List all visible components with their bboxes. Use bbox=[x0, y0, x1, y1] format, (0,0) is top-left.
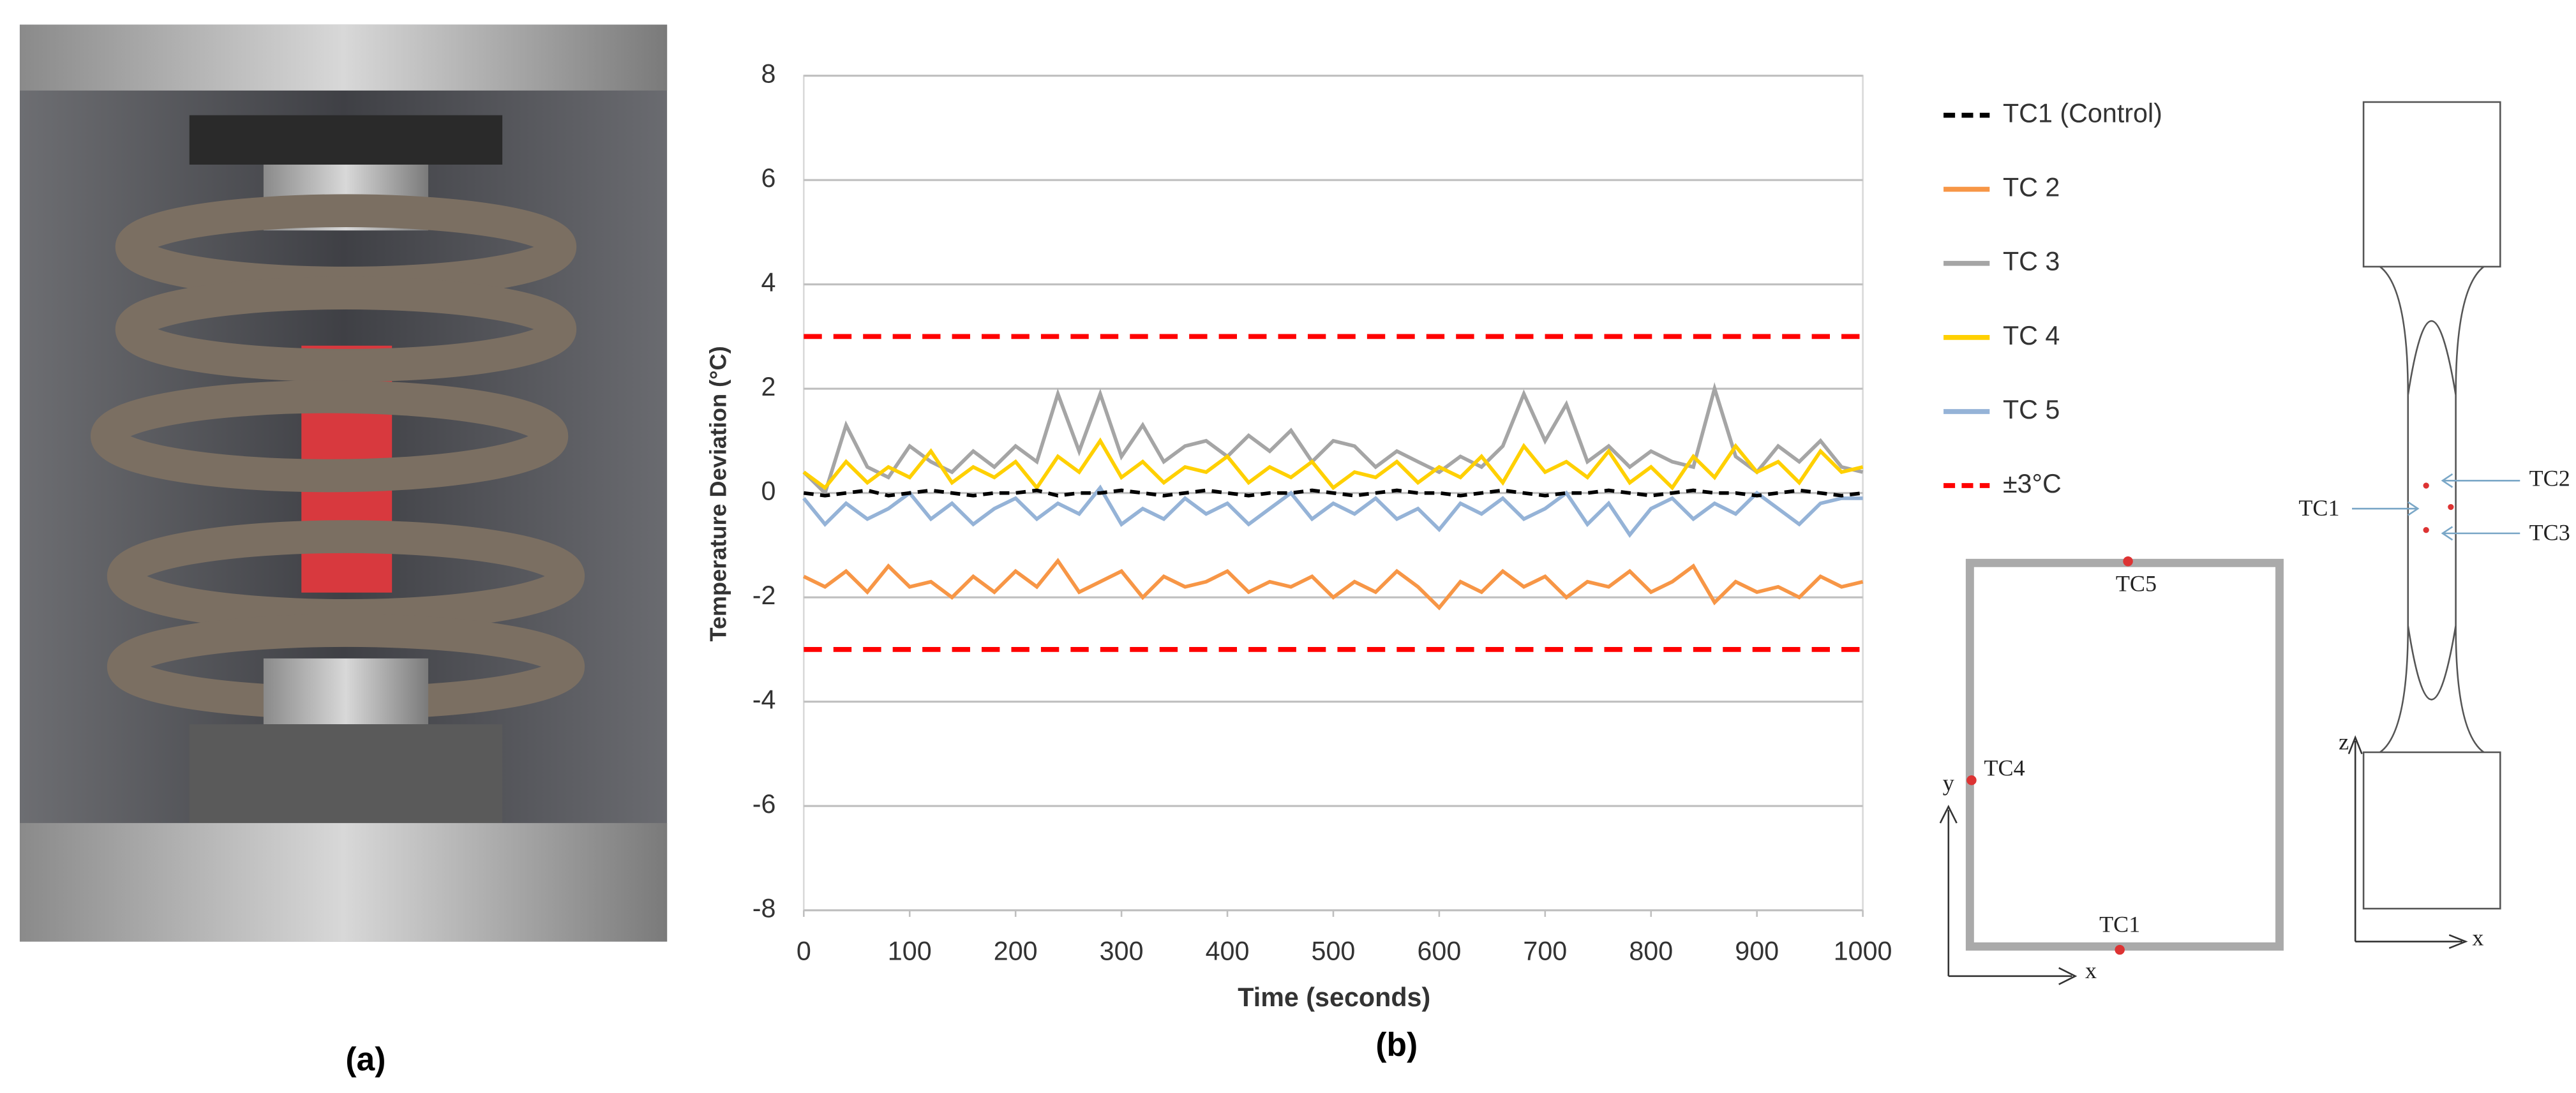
y-axis-label: Temperature Deviation (°C) bbox=[705, 346, 731, 641]
x-tick-label: 400 bbox=[1206, 937, 1250, 966]
x-tick-label: 0 bbox=[797, 937, 811, 966]
chart: Time (seconds) Temperature Deviation (°C… bbox=[705, 59, 2162, 1012]
x-tick-label: 1000 bbox=[1834, 937, 1892, 966]
y-tick-label: 0 bbox=[761, 477, 775, 506]
grip-section bbox=[2362, 101, 2501, 268]
specimen-diagram: TC1 TC2 TC3 z x bbox=[2298, 101, 2570, 950]
y-tick-label: -6 bbox=[753, 789, 776, 819]
legend-label: ±3°C bbox=[2003, 469, 2062, 498]
axis-label: y bbox=[1943, 770, 1954, 796]
y-tick-label: -4 bbox=[753, 685, 776, 715]
thermocouple-point bbox=[2115, 944, 2125, 955]
thermocouple-point bbox=[2423, 527, 2429, 533]
legend-label: TC 2 bbox=[2003, 173, 2060, 202]
thermocouple-label: TC1 bbox=[2298, 495, 2339, 521]
series-line bbox=[802, 484, 1863, 538]
lower-fixture bbox=[19, 822, 668, 942]
axes-arrows bbox=[2348, 735, 2468, 949]
legend-label: TC 5 bbox=[2003, 395, 2060, 424]
x-tick-label: 200 bbox=[994, 937, 1038, 966]
axis-label: x bbox=[2472, 925, 2483, 950]
thermocouple-label: TC5 bbox=[2116, 571, 2157, 597]
x-tick-label: 600 bbox=[1417, 937, 1461, 966]
lower-plate bbox=[189, 724, 503, 823]
axis-label: x bbox=[2085, 958, 2097, 983]
series-line bbox=[803, 488, 1863, 498]
coil bbox=[90, 194, 585, 720]
axis-label: z bbox=[2339, 729, 2349, 754]
y-tick-label: 8 bbox=[761, 59, 775, 89]
legend-label: TC1 (Control) bbox=[2003, 98, 2162, 128]
x-tick-label: 500 bbox=[1312, 937, 1356, 966]
gauge-section bbox=[2379, 265, 2485, 754]
upper-fixture bbox=[19, 24, 668, 91]
x-tick-label: 800 bbox=[1629, 937, 1673, 966]
thermocouple-label: TC2 bbox=[2529, 466, 2570, 491]
lower-grip bbox=[263, 658, 428, 725]
thermocouple-point bbox=[2423, 482, 2429, 489]
panel-label: (b) bbox=[1375, 1025, 1418, 1062]
y-tick-label: 2 bbox=[761, 372, 775, 401]
thermocouple-point bbox=[2448, 503, 2454, 510]
legend-label: TC 3 bbox=[2003, 247, 2060, 276]
y-tick-label: -8 bbox=[753, 894, 776, 923]
thermocouple-point bbox=[2123, 556, 2133, 567]
y-tick-label: 4 bbox=[761, 268, 775, 297]
x-tick-label: 900 bbox=[1735, 937, 1779, 966]
legend-label: TC 4 bbox=[2003, 321, 2060, 350]
upper-plate bbox=[189, 115, 503, 165]
panel-label: (a) bbox=[345, 1041, 386, 1078]
series-line bbox=[802, 437, 1864, 491]
x-tick-label: 300 bbox=[1100, 937, 1144, 966]
thermocouple-label: TC4 bbox=[1984, 755, 2025, 781]
photo bbox=[19, 24, 668, 942]
label-arrows bbox=[2352, 473, 2520, 541]
thermocouple-label: TC1 bbox=[2099, 912, 2140, 937]
grip-section bbox=[2362, 751, 2501, 910]
series-line bbox=[802, 382, 1864, 496]
y-tick-label: 6 bbox=[761, 163, 775, 193]
y-tick-label: -2 bbox=[753, 581, 776, 610]
cross-section-diagram: y x TC5 TC4 TC1 bbox=[1939, 556, 2284, 985]
axes-arrows bbox=[1939, 805, 2078, 985]
thermocouple-point bbox=[1966, 775, 1977, 785]
thermocouple-label: TC3 bbox=[2529, 520, 2570, 546]
x-tick-label: 700 bbox=[1523, 937, 1567, 966]
x-axis-label: Time (seconds) bbox=[1238, 983, 1430, 1012]
series-line bbox=[803, 558, 1864, 611]
x-tick-label: 100 bbox=[888, 937, 932, 966]
